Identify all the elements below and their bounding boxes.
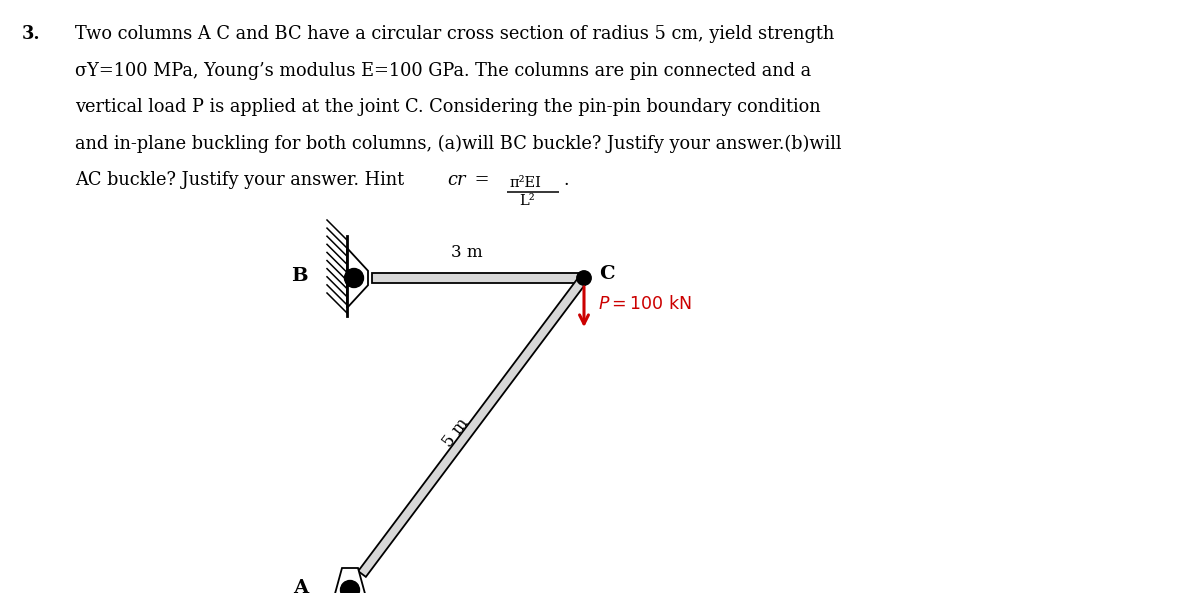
Text: π²EI: π²EI [509, 176, 541, 190]
Circle shape [341, 581, 360, 593]
Text: L²: L² [520, 194, 535, 208]
Text: vertical load P is applied at the joint C. Considering the pin-pin boundary cond: vertical load P is applied at the joint … [74, 98, 821, 116]
Polygon shape [358, 275, 588, 577]
Text: cr: cr [448, 171, 466, 189]
Text: B: B [292, 267, 308, 285]
Text: A: A [293, 579, 308, 593]
Text: C: C [599, 265, 614, 283]
Text: =: = [469, 171, 490, 189]
Circle shape [344, 269, 364, 288]
Text: .: . [563, 171, 569, 189]
Text: and in-plane buckling for both columns, (a)will BC buckle? Justify your answer.(: and in-plane buckling for both columns, … [74, 135, 841, 153]
Polygon shape [372, 273, 584, 283]
Text: AC buckle? Justify your answer. Hint: AC buckle? Justify your answer. Hint [74, 171, 409, 189]
Text: 3 m: 3 m [451, 244, 482, 261]
Circle shape [577, 271, 592, 285]
Polygon shape [330, 568, 370, 593]
Text: Two columns A C and BC have a circular cross section of radius 5 cm, yield stren: Two columns A C and BC have a circular c… [74, 25, 834, 43]
Text: σY=100 MPa, Young’s modulus E=100 GPa. The columns are pin connected and a: σY=100 MPa, Young’s modulus E=100 GPa. T… [74, 62, 811, 79]
Text: 3.: 3. [22, 25, 41, 43]
Polygon shape [347, 248, 368, 308]
Text: 5 m: 5 m [440, 415, 473, 450]
Text: $P = 100\ \mathrm{kN}$: $P = 100\ \mathrm{kN}$ [598, 295, 692, 313]
